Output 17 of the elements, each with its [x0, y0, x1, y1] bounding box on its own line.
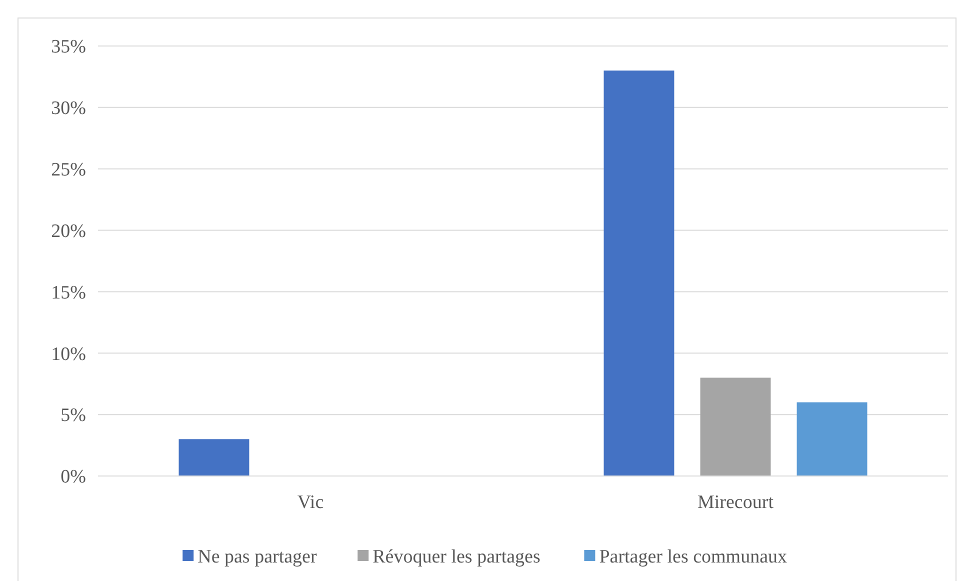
y-tick-label: 30% [51, 98, 86, 120]
legend-label: Partager les communaux [599, 546, 788, 568]
y-tick-label: 10% [51, 344, 86, 365]
y-tick-label: 35% [51, 36, 86, 58]
y-tick-label: 15% [51, 282, 86, 304]
x-tick-label: Vic [297, 492, 324, 513]
legend-label: Révoquer les partages [372, 546, 540, 568]
y-tick-label: 5% [60, 405, 86, 426]
y-tick-label: 20% [51, 220, 86, 242]
bar [604, 70, 674, 476]
x-tick-label: Mirecourt [698, 492, 774, 513]
bar [796, 402, 868, 476]
bar [700, 378, 771, 476]
legend-label: Ne pas partager [198, 546, 318, 568]
y-tick-label: 25% [51, 160, 86, 181]
y-tick-label: 0% [60, 466, 86, 488]
bar [178, 439, 250, 476]
